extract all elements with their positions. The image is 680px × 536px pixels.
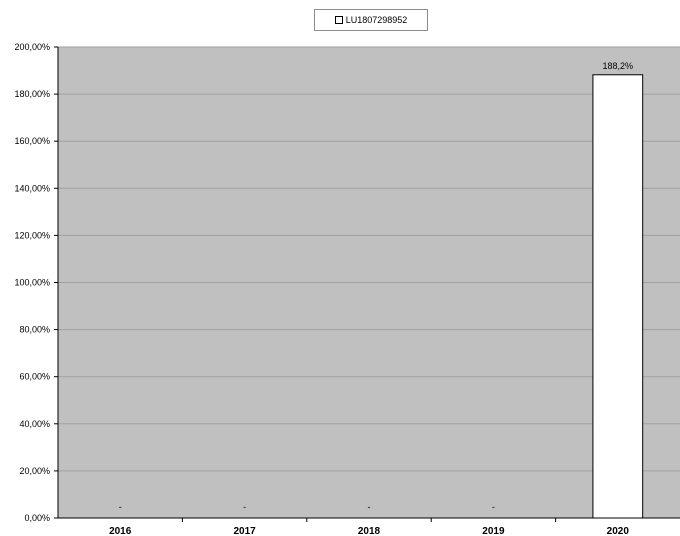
legend-label: LU1807298952 xyxy=(345,15,408,25)
x-tick-label: 2019 xyxy=(482,526,505,536)
bar xyxy=(592,74,644,519)
y-tick-label: 20,00% xyxy=(19,466,50,476)
x-tick-label: 2018 xyxy=(358,526,381,536)
data-label: - xyxy=(492,502,495,512)
data-label: 188,2% xyxy=(603,61,634,71)
legend-swatch xyxy=(334,16,343,24)
y-tick-label: 180,00% xyxy=(14,89,50,99)
data-label: - xyxy=(119,502,122,512)
y-tick-label: 200,00% xyxy=(14,42,50,52)
y-tick-label: 60,00% xyxy=(19,372,50,382)
y-tick-label: 40,00% xyxy=(19,419,50,429)
y-tick-label: 120,00% xyxy=(14,230,50,240)
x-tick-label: 2017 xyxy=(233,526,256,536)
y-tick-label: 140,00% xyxy=(14,183,50,193)
y-tick-label: 80,00% xyxy=(19,325,50,335)
x-tick-label: 2020 xyxy=(607,526,630,536)
legend: LU1807298952 xyxy=(314,9,428,31)
data-label: - xyxy=(243,502,246,512)
y-tick-label: 160,00% xyxy=(14,136,50,146)
data-label: - xyxy=(368,502,371,512)
y-tick-label: 0,00% xyxy=(24,513,50,523)
y-tick-label: 100,00% xyxy=(14,278,50,288)
x-tick-label: 2016 xyxy=(109,526,132,536)
